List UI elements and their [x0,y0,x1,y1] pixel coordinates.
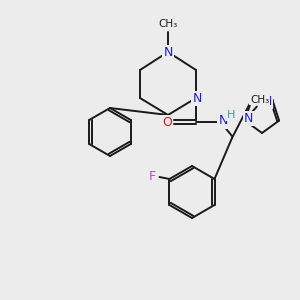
Text: O: O [162,116,172,128]
Text: N: N [163,46,173,59]
Text: H: H [227,110,235,120]
Text: CH₃: CH₃ [158,19,178,29]
Text: N: N [192,92,202,104]
Text: N: N [218,115,228,128]
Text: CH₃: CH₃ [250,94,269,105]
Text: F: F [149,170,156,184]
Text: N: N [244,112,254,125]
Text: N: N [263,95,272,108]
